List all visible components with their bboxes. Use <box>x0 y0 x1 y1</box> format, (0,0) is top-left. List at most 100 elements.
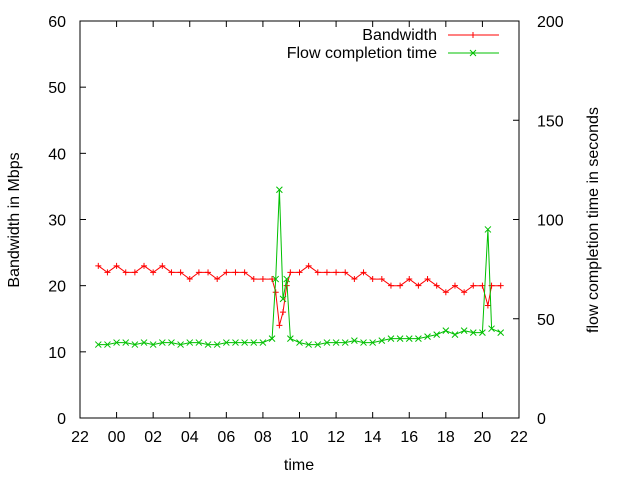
data-point-flow-completion-time <box>484 226 492 233</box>
data-point-bandwidth <box>241 269 248 276</box>
data-point-flow-completion-time <box>415 335 422 342</box>
series-bandwidth <box>95 262 504 329</box>
data-point-bandwidth <box>232 269 239 276</box>
data-point-bandwidth <box>351 276 358 283</box>
data-point-flow-completion-time <box>272 275 280 283</box>
data-point-bandwidth <box>296 269 303 276</box>
data-point-bandwidth <box>113 262 120 269</box>
y-tick-label: 0 <box>57 411 66 428</box>
data-point-bandwidth <box>333 269 340 276</box>
x-tick-label: 20 <box>474 429 492 446</box>
x-tick-label: 22 <box>71 429 89 446</box>
data-point-flow-completion-time <box>405 335 413 342</box>
data-point-bandwidth <box>305 262 312 269</box>
data-point-bandwidth <box>378 276 385 283</box>
data-point-flow-completion-time <box>213 341 221 348</box>
y2-tick-label: 50 <box>537 312 555 329</box>
data-point-bandwidth <box>141 262 148 269</box>
x-tick-label: 04 <box>181 429 199 446</box>
x-tick-label: 02 <box>144 429 162 446</box>
legend: Bandwidth Flow completion time <box>287 27 499 62</box>
data-point-bandwidth <box>314 269 321 276</box>
legend-label-flow-completion-time: Flow completion time <box>287 45 437 62</box>
legend-label-bandwidth: Bandwidth <box>362 27 437 44</box>
data-point-bandwidth <box>269 276 276 283</box>
data-point-bandwidth <box>369 276 376 283</box>
data-point-flow-completion-time <box>451 331 459 338</box>
data-point-flow-completion-time <box>186 339 194 346</box>
data-point-bandwidth <box>461 289 468 296</box>
data-point-bandwidth <box>360 269 367 276</box>
data-point-bandwidth <box>433 282 440 289</box>
ticks-layer: 22 00 02 04 06 08 10 12 14 16 18 20 22 0 10 20 30 40 50 60 0… <box>48 14 564 446</box>
data-point-bandwidth <box>195 269 202 276</box>
y2-tick-label: 0 <box>537 411 546 428</box>
data-point-flow-completion-time <box>305 341 312 348</box>
data-point-bandwidth <box>250 276 257 283</box>
x-tick-label: 18 <box>437 429 455 446</box>
y-axis-label: Bandwidth in Mbps <box>6 152 23 287</box>
series-line-flow-completion-time <box>98 189 501 346</box>
data-point-bandwidth <box>406 276 413 283</box>
data-point-bandwidth <box>287 269 294 276</box>
data-point-flow-completion-time <box>122 339 130 346</box>
y2-tick-label: 150 <box>537 113 564 130</box>
data-point-bandwidth <box>280 309 287 316</box>
data-point-flow-completion-time <box>250 339 258 346</box>
data-point-flow-completion-time <box>369 339 377 346</box>
x-tick-label: 00 <box>108 429 126 446</box>
x-axis-label: time <box>284 457 314 474</box>
data-point-bandwidth <box>186 276 193 283</box>
data-point-bandwidth <box>205 269 212 276</box>
x-tick-label: 10 <box>291 429 309 446</box>
data-point-bandwidth <box>470 282 477 289</box>
y-tick-label: 20 <box>48 279 66 296</box>
data-point-flow-completion-time <box>113 339 120 346</box>
data-point-flow-completion-time <box>442 327 450 335</box>
data-point-flow-completion-time <box>488 325 495 333</box>
data-point-bandwidth <box>397 282 404 289</box>
data-point-bandwidth <box>150 269 157 276</box>
data-point-bandwidth <box>497 282 504 289</box>
data-point-flow-completion-time <box>387 335 395 342</box>
y2-tick-label: 100 <box>537 213 564 230</box>
data-point-bandwidth <box>276 322 283 329</box>
data-point-flow-completion-time <box>351 337 358 344</box>
data-point-flow-completion-time <box>232 339 239 346</box>
x-tick-label: 12 <box>327 429 345 446</box>
data-point-flow-completion-time <box>396 335 404 342</box>
y-tick-label: 30 <box>48 213 66 230</box>
data-point-flow-completion-time <box>323 339 331 346</box>
x-tick-label: 08 <box>254 429 272 446</box>
series-layer <box>94 186 505 348</box>
data-point-flow-completion-time <box>158 339 166 346</box>
x-tick-label: 16 <box>400 429 418 446</box>
data-point-flow-completion-time <box>314 341 322 348</box>
data-point-flow-completion-time <box>287 335 294 342</box>
data-point-flow-completion-time <box>131 341 139 348</box>
data-point-flow-completion-time <box>104 341 111 348</box>
data-point-flow-completion-time <box>268 335 276 342</box>
data-point-flow-completion-time <box>177 341 184 348</box>
y-tick-label: 60 <box>48 14 66 31</box>
data-point-flow-completion-time <box>259 339 267 346</box>
data-point-bandwidth <box>415 282 422 289</box>
x-tick-label: 22 <box>510 429 528 446</box>
data-point-flow-completion-time <box>222 339 230 346</box>
data-point-flow-completion-time <box>140 339 148 346</box>
data-point-bandwidth <box>424 276 431 283</box>
series-flow-completion-time <box>94 186 505 348</box>
data-point-flow-completion-time <box>204 341 212 348</box>
data-point-flow-completion-time <box>469 329 477 336</box>
plot-frame <box>79 20 520 419</box>
data-point-flow-completion-time <box>332 339 340 346</box>
y2-axis-label: flow completion time in seconds <box>585 107 602 333</box>
data-point-flow-completion-time <box>168 339 175 346</box>
data-point-flow-completion-time <box>94 341 102 348</box>
data-point-bandwidth <box>451 282 458 289</box>
data-point-flow-completion-time <box>433 331 441 338</box>
data-point-bandwidth <box>323 269 330 276</box>
data-point-bandwidth <box>131 269 138 276</box>
